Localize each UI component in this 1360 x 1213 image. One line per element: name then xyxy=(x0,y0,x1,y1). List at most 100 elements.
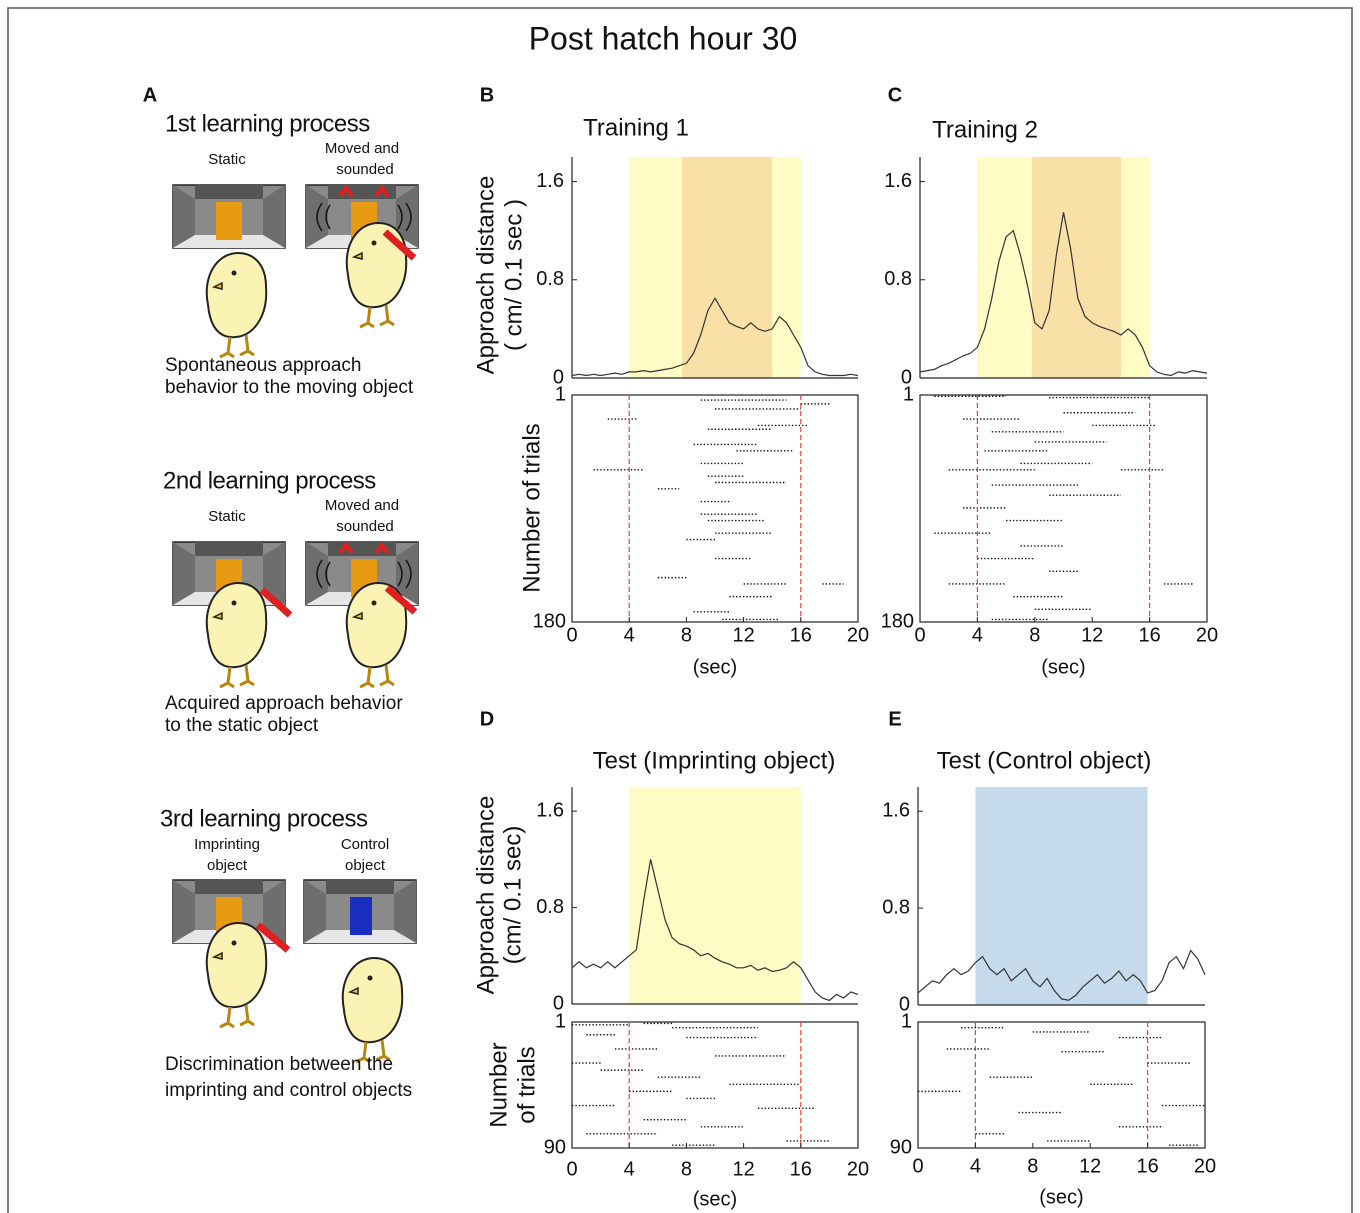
x-tick-label: 20 xyxy=(847,624,869,646)
panel-title: Test (Control object) xyxy=(937,747,1152,774)
x-tick-label: 12 xyxy=(732,624,754,646)
raster-frame xyxy=(917,1021,1206,1149)
object-label: Control xyxy=(341,836,389,853)
x-tick-label: 0 xyxy=(912,1155,923,1177)
x-tick-label: 8 xyxy=(681,624,692,646)
caption: Discrimination between the xyxy=(165,1054,393,1075)
approach-line xyxy=(919,212,1208,377)
x-axis-label: (sec) xyxy=(1041,656,1085,678)
scene xyxy=(172,184,286,249)
stimulus-band xyxy=(682,157,773,378)
x-tick-label: 12 xyxy=(1079,1155,1101,1177)
chick xyxy=(205,921,268,1029)
x-tick-label: 16 xyxy=(1136,1155,1158,1177)
step-title: 3rd learning process xyxy=(160,805,368,832)
x-tick-label: 16 xyxy=(1138,624,1160,646)
y-axis-label: Approach distance xyxy=(472,176,499,375)
x-tick-label: 16 xyxy=(790,1158,812,1180)
object-label: Moved and xyxy=(325,140,399,157)
panel-title: Test (Imprinting object) xyxy=(593,747,836,774)
object-label: Imprinting xyxy=(194,836,260,853)
y-axis-label: (cm/ 0.1 sec) xyxy=(499,826,526,965)
panel-title: Training 2 xyxy=(932,116,1038,143)
y-tick-label: 1 xyxy=(901,1010,912,1032)
x-tick-label: 0 xyxy=(914,624,925,646)
y-tick-label: 1 xyxy=(555,1010,566,1032)
y-tick-label: 1 xyxy=(903,383,914,405)
object-label: object xyxy=(207,857,248,874)
x-tick-label: 8 xyxy=(1027,1155,1038,1177)
x-tick-label: 20 xyxy=(1194,1155,1216,1177)
y-axis-label: ( cm/ 0.1 sec ) xyxy=(500,199,527,351)
x-tick-label: 0 xyxy=(566,624,577,646)
caption: imprinting and control objects xyxy=(165,1080,412,1101)
caption: behavior to the moving object xyxy=(165,377,414,398)
y-tick-label: 0.8 xyxy=(884,268,912,290)
object-label: Static xyxy=(208,151,246,168)
approach-line xyxy=(917,949,1206,1001)
chick xyxy=(341,956,404,1064)
x-tick-label: 8 xyxy=(1029,624,1040,646)
y-tick-label: 1.6 xyxy=(884,170,912,192)
step-title: 1st learning process xyxy=(165,110,370,137)
x-axis-label: (sec) xyxy=(1039,1186,1083,1208)
arrow xyxy=(382,229,417,261)
y-tick-label: 1 xyxy=(555,383,566,405)
x-tick-label: 16 xyxy=(790,624,812,646)
x-tick-label: 0 xyxy=(566,1158,577,1180)
y-tick-label: 90 xyxy=(544,1136,566,1158)
y-axis-label: Number of trials xyxy=(518,423,545,592)
y-tick-label: 1.6 xyxy=(882,800,910,822)
panel-title: Training 1 xyxy=(583,114,689,141)
x-tick-label: 20 xyxy=(1196,624,1218,646)
approach-line xyxy=(571,296,859,377)
x-tick-label: 20 xyxy=(847,1158,869,1180)
figure-border xyxy=(7,7,1353,1213)
stimulus-band xyxy=(629,787,801,1004)
y-axis-label: of trials xyxy=(513,1046,540,1123)
stimulus-band xyxy=(975,787,1148,1005)
x-axis-label: (sec) xyxy=(693,656,737,678)
y-tick-label: 1.6 xyxy=(536,170,564,192)
y-tick-label: 0 xyxy=(901,366,912,388)
panel-letter: A xyxy=(143,84,157,106)
panel-letter: C xyxy=(888,84,902,106)
step-title: 2nd learning process xyxy=(163,467,376,494)
y-axis-label: Approach distance xyxy=(472,796,499,995)
object-label: Static xyxy=(208,508,246,525)
y-tick-label: 0 xyxy=(553,992,564,1014)
arrow xyxy=(255,922,291,953)
arrow xyxy=(259,585,418,618)
panel-letter: B xyxy=(480,84,494,106)
x-tick-label: 4 xyxy=(970,1155,981,1177)
scene xyxy=(303,879,417,944)
figure-title: Post hatch hour 30 xyxy=(529,20,798,56)
caption: Acquired approach behavior xyxy=(165,693,403,714)
caption: Spontaneous approach xyxy=(165,355,362,376)
raster-frame xyxy=(571,394,859,623)
x-tick-label: 4 xyxy=(972,624,983,646)
y-tick-label: 90 xyxy=(890,1136,912,1158)
x-axis-label: (sec) xyxy=(693,1188,737,1210)
y-tick-label: 0 xyxy=(553,366,564,388)
x-tick-label: 8 xyxy=(681,1158,692,1180)
caption: to the static object xyxy=(165,715,319,736)
y-axis-label: Number xyxy=(485,1042,512,1127)
y-tick-label: 180 xyxy=(881,610,914,632)
y-tick-label: 180 xyxy=(533,610,566,632)
raster-frame xyxy=(919,394,1208,623)
raster-frame xyxy=(571,1021,859,1149)
approach-line xyxy=(571,859,859,1002)
panel-letter: E xyxy=(888,708,901,730)
x-tick-label: 12 xyxy=(1081,624,1103,646)
x-tick-label: 12 xyxy=(732,1158,754,1180)
chick xyxy=(205,251,268,359)
stimulus-band xyxy=(1031,157,1121,378)
y-tick-label: 0.8 xyxy=(882,896,910,918)
chick xyxy=(205,581,268,689)
object-label: sounded xyxy=(336,161,394,178)
y-tick-label: 1.6 xyxy=(536,799,564,821)
object-label: Moved and xyxy=(325,497,399,514)
y-tick-label: 0.8 xyxy=(536,896,564,918)
